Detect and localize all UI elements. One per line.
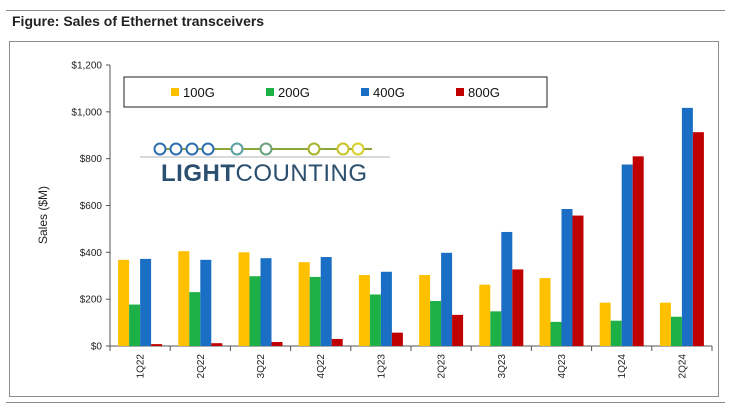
- bar-400G-3Q23: [501, 231, 513, 346]
- bar-100G-1Q22: [118, 259, 130, 346]
- legend-label-100G: 100G: [183, 85, 215, 100]
- bars: [118, 107, 704, 346]
- bar-400G-1Q22: [140, 258, 152, 346]
- bar-200G-1Q22: [129, 304, 141, 346]
- bar-100G-4Q23: [539, 278, 551, 346]
- bar-100G-3Q22: [238, 252, 250, 346]
- bar-200G-2Q23: [430, 301, 442, 346]
- bar-100G-4Q22: [298, 262, 310, 346]
- y-tick-label: $0: [91, 342, 103, 353]
- legend-label-800G: 800G: [468, 85, 500, 100]
- chart-frame: [9, 41, 719, 397]
- y-tick-label: $400: [80, 248, 103, 259]
- lightcounting-logo: LIGHTCOUNTING: [140, 142, 390, 187]
- x-tick-label: 3Q23: [497, 354, 508, 379]
- bar-400G-1Q23: [380, 271, 392, 346]
- x-tick-label: 4Q22: [316, 354, 327, 379]
- logo-circle: [307, 142, 321, 156]
- x-tick-label: 1Q22: [136, 354, 147, 379]
- bar-200G-3Q23: [490, 311, 502, 346]
- bar-100G-2Q24: [659, 302, 671, 346]
- bar-800G-2Q23: [452, 314, 464, 346]
- y-axis-title: Sales ($M): [36, 186, 50, 244]
- y-tick-label: $200: [80, 295, 103, 306]
- bar-100G-1Q23: [358, 275, 370, 346]
- bar-400G-4Q23: [561, 209, 573, 346]
- bar-400G-1Q24: [621, 164, 633, 346]
- bar-400G-3Q22: [260, 258, 272, 346]
- legend-box: [123, 76, 548, 108]
- bar-400G-4Q22: [320, 257, 332, 346]
- bar-800G-1Q22: [151, 344, 163, 346]
- figure-title: Figure: Sales of Ethernet transceivers: [12, 13, 265, 29]
- legend-label-200G: 200G: [278, 85, 310, 100]
- y-tick-label: $600: [80, 201, 103, 212]
- bar-200G-2Q24: [670, 316, 682, 346]
- bar-800G-1Q23: [391, 332, 403, 346]
- legend-swatch-200G: [266, 88, 274, 96]
- bar-800G-4Q22: [331, 338, 343, 346]
- x-tick-label: 2Q23: [437, 354, 448, 379]
- bar-100G-1Q24: [599, 302, 611, 346]
- bar-200G-1Q23: [369, 294, 381, 346]
- bar-800G-2Q22: [211, 343, 223, 346]
- bar-100G-2Q23: [419, 275, 431, 346]
- x-tick-label: 1Q24: [617, 354, 628, 379]
- logo-circle: [169, 142, 183, 156]
- legend-swatch-100G: [171, 88, 179, 96]
- bar-800G-3Q23: [512, 269, 524, 346]
- bar-800G-3Q22: [271, 342, 283, 346]
- bar-400G-2Q23: [441, 252, 453, 346]
- bar-200G-4Q22: [309, 276, 321, 346]
- logo-circle: [351, 142, 365, 156]
- top-rule: [6, 10, 725, 11]
- y-axis: $0 $200 $400 $600 $800 $1,000 $1,200: [71, 61, 111, 353]
- logo-text-bold: LIGHT: [161, 160, 236, 187]
- logo-circle: [230, 142, 244, 156]
- bar-800G-4Q23: [572, 215, 584, 346]
- x-tick-label: 4Q23: [557, 354, 568, 379]
- bar-200G-2Q22: [189, 292, 201, 346]
- bottom-rule: [6, 402, 725, 403]
- x-axis: 1Q22 2Q22 3Q22 4Q22 1Q23 2Q23 3Q23 4Q23 1Q24 2Q24: [109, 345, 713, 379]
- x-tick-label: 2Q24: [677, 354, 688, 379]
- bar-200G-3Q22: [249, 276, 261, 346]
- bar-400G-2Q22: [200, 259, 212, 346]
- legend-label-400G: 400G: [373, 85, 405, 100]
- bar-400G-2Q24: [681, 107, 693, 346]
- bar-100G-2Q22: [178, 251, 190, 346]
- y-tick-label: $800: [80, 154, 103, 165]
- logo-circle: [336, 142, 350, 156]
- logo-circle: [259, 142, 273, 156]
- bar-100G-3Q23: [479, 284, 491, 346]
- bar-800G-2Q24: [692, 132, 704, 346]
- legend-swatch-800G: [456, 88, 464, 96]
- x-tick-label: 1Q23: [376, 354, 387, 379]
- logo-circle: [201, 142, 215, 156]
- logo-text-light: COUNTING: [236, 160, 368, 187]
- y-tick-label: $1,000: [71, 107, 102, 118]
- logo-circle: [153, 142, 167, 156]
- x-tick-label: 3Q22: [256, 354, 267, 379]
- legend-swatch-400G: [361, 88, 369, 96]
- logo-circle: [185, 142, 199, 156]
- x-tick-label: 2Q22: [196, 354, 207, 379]
- bar-200G-1Q24: [610, 320, 622, 346]
- y-tick-label: $1,200: [71, 61, 102, 72]
- logo-circles: [153, 142, 365, 156]
- logo-text: LIGHTCOUNTING: [161, 160, 368, 187]
- bar-800G-1Q24: [632, 156, 644, 346]
- legend: 100G 200G 400G 800G: [123, 76, 548, 108]
- bar-200G-4Q23: [550, 321, 562, 346]
